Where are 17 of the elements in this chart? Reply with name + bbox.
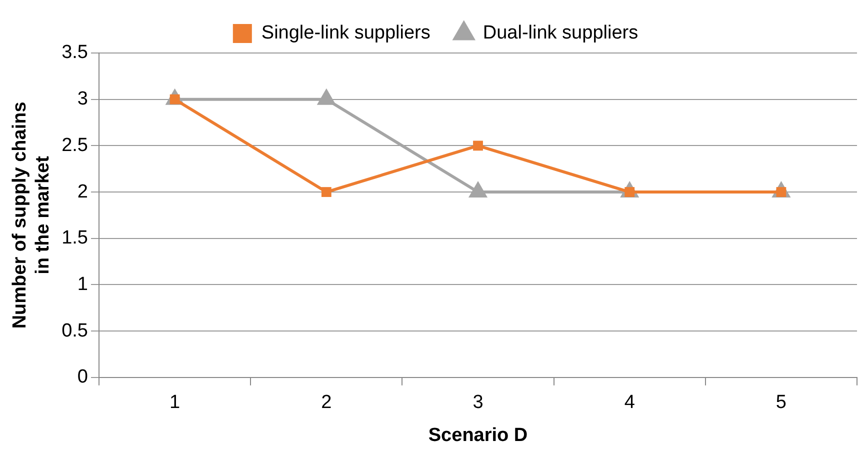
y-tick-label: 1.5 xyxy=(62,228,88,249)
x-tick-label: 2 xyxy=(321,392,332,414)
y-tick-label: 3.5 xyxy=(62,42,88,64)
y-tick-label: 0 xyxy=(77,366,88,388)
y-tick-label: 2 xyxy=(77,181,88,202)
x-axis-title: Scenario D xyxy=(428,424,528,446)
y-tick-label: 3 xyxy=(77,88,88,110)
y-tick-label: 0.5 xyxy=(62,320,88,342)
y-tick-label: 1 xyxy=(77,274,88,295)
x-tick-label: 1 xyxy=(170,392,180,414)
legend-label: Single-link suppliers xyxy=(261,22,430,44)
x-tick-label: 3 xyxy=(472,392,484,414)
y-axis-title: Number of supply chains in the market xyxy=(10,102,54,329)
y-tick-label: 2.5 xyxy=(62,134,88,156)
x-tick-label: 5 xyxy=(776,392,786,414)
x-tick-label: 4 xyxy=(624,392,636,414)
legend-label: Dual-link suppliers xyxy=(482,22,638,44)
